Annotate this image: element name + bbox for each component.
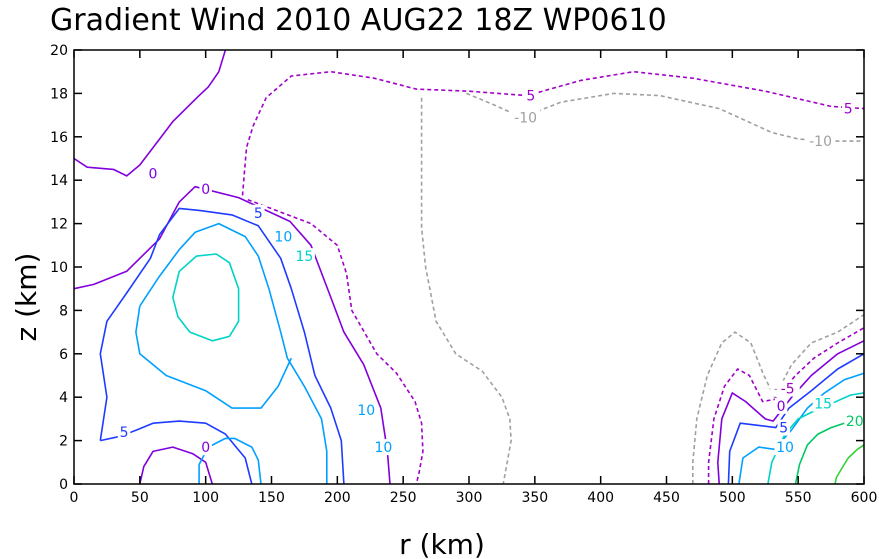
contour-label-background [355, 402, 377, 419]
contour-label: 5 [779, 421, 788, 437]
contour-line-level-10 [135, 305, 293, 409]
contour-label: 0 [149, 167, 158, 183]
x-tick-label: 400 [587, 490, 614, 506]
x-tick-label: 350 [521, 490, 548, 506]
contour-label-background [777, 419, 790, 436]
contour-label: 10 [274, 230, 292, 246]
contour-line-level-0 [73, 185, 391, 485]
contour-line-level-5 [99, 207, 345, 485]
contour-label: 5 [120, 425, 129, 441]
y-tick-label: 14 [50, 173, 68, 189]
y-tick-label: 18 [50, 86, 68, 102]
contour-line-level-neg10 [692, 314, 865, 484]
y-tick-label: 10 [50, 260, 68, 276]
contour-label-background [199, 439, 212, 456]
x-tick-label: 500 [719, 490, 746, 506]
contour-label: 5 [844, 102, 853, 118]
contour-label-background [777, 380, 799, 397]
contour-label: 15 [296, 249, 314, 265]
contour-label-background [812, 395, 834, 412]
contour-label: 0 [201, 182, 210, 198]
contour-line-level-5 [727, 353, 865, 485]
contour-label-background [524, 87, 538, 104]
y-tick-label: 2 [59, 434, 68, 450]
contour-label: 15 [814, 397, 832, 413]
contour-label-background [146, 165, 160, 182]
contour-label-background [252, 204, 265, 221]
contour-label: -10 [514, 110, 537, 126]
contour-line-level-10 [139, 222, 328, 484]
y-tick-label: 12 [50, 217, 68, 233]
contour-line-level-0 [717, 340, 865, 485]
contour-label: 0 [201, 440, 210, 456]
contour-label-background [272, 228, 294, 245]
contour-label-background [199, 180, 212, 197]
contour-label: 5 [526, 89, 535, 105]
contour-line-level-25 [834, 444, 865, 485]
contour-line-level-0 [139, 446, 214, 485]
contour-label-background [510, 109, 541, 126]
y-tick-label: 0 [59, 477, 68, 493]
contour-line-level-neg10 [420, 97, 512, 485]
y-tick-label: 8 [59, 303, 68, 319]
contour-label: 10 [357, 403, 375, 419]
contour-label: 10 [375, 440, 393, 456]
contour-line-level-15 [767, 392, 865, 485]
x-tick-label: 550 [785, 490, 812, 506]
contour-label-background [293, 248, 315, 265]
contour-label-background [844, 413, 866, 430]
contour-line-level-15 [172, 253, 240, 342]
x-axis-label: r (km) [399, 528, 485, 559]
x-tick-label: 100 [192, 490, 219, 506]
axes: 0 50 100 150 200 250 300 350 400 450 500 550 6000246… [50, 43, 877, 506]
contour-line-level-neg5 [241, 70, 865, 196]
contour-line-level-10 [738, 372, 865, 485]
x-tick-label: 300 [456, 490, 483, 506]
x-tick-label: 250 [390, 490, 417, 506]
x-tick-label: 200 [324, 490, 351, 506]
y-tick-label: 20 [50, 43, 68, 59]
contour-label-background [841, 100, 855, 117]
contour-label-background [774, 397, 788, 414]
x-tick-label: 50 [131, 490, 149, 506]
contour-label-background [774, 439, 796, 456]
contour-label: -10 [809, 134, 832, 150]
y-tick-label: 6 [59, 347, 68, 363]
x-tick-label: 450 [653, 490, 680, 506]
contour-label: 10 [776, 440, 794, 456]
y-tick-label: 16 [50, 130, 68, 146]
x-tick-label: 150 [258, 490, 285, 506]
chart-title: Gradient Wind 2010 AUG22 18Z WP0610 [50, 3, 667, 38]
x-tick-label: 600 [851, 490, 878, 506]
contour-label: -5 [781, 382, 795, 398]
contour-label: 5 [254, 206, 263, 222]
y-tick-label: 4 [59, 390, 68, 406]
contour-line-level-10 [198, 437, 262, 485]
contour-line-level-0 [73, 49, 227, 177]
x-tick-label: 0 [70, 490, 79, 506]
contour-line-level-neg5 [247, 198, 424, 485]
contour-label: 20 [846, 414, 864, 430]
y-axis-label: z (km) [10, 253, 43, 342]
plot-frame [73, 49, 865, 485]
contour-label-background [805, 133, 836, 150]
contour-line-level-neg5 [707, 327, 865, 484]
contour-label-background [117, 423, 131, 440]
contour-label: 0 [777, 399, 786, 415]
contour-label-background [372, 439, 394, 456]
